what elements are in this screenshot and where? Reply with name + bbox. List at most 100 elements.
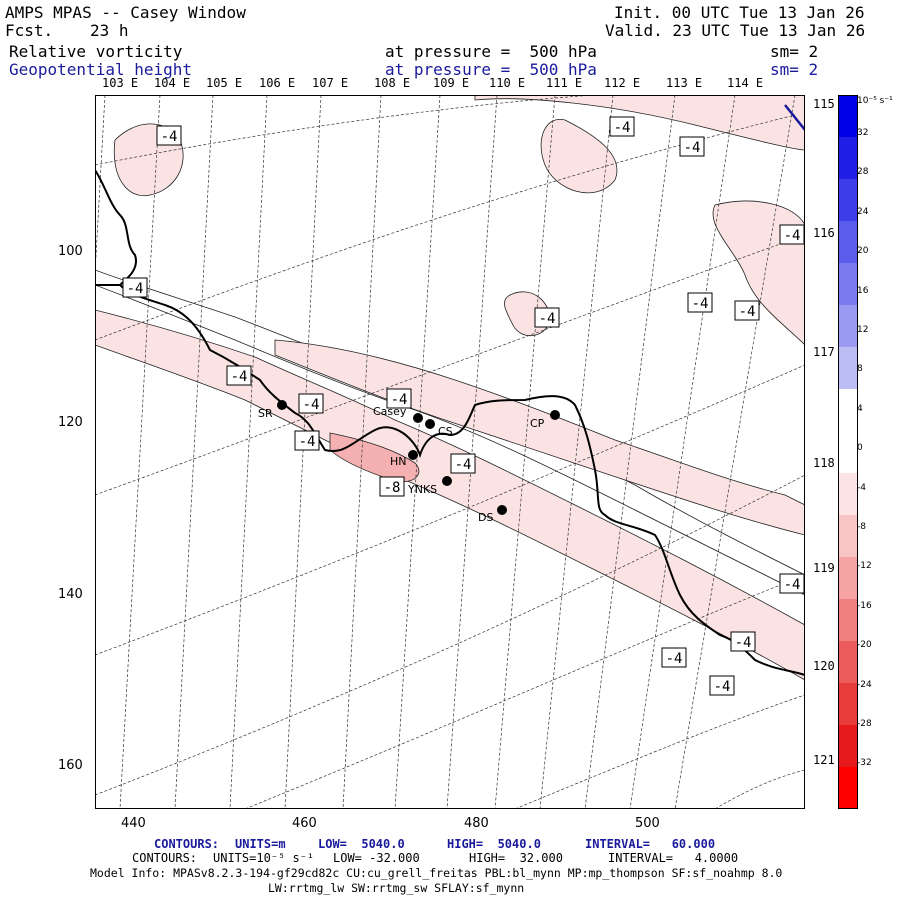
- contour-label: -4: [122, 277, 148, 298]
- init-time: Init. 00 UTC Tue 13 Jan 26: [614, 3, 865, 22]
- contour-label-text: -4: [784, 577, 801, 593]
- station-dot-cp: [550, 410, 560, 420]
- vorticity-patch-ne2: [540, 119, 618, 194]
- x-tick-label: 480: [464, 816, 489, 831]
- contour-label: -4: [534, 307, 560, 328]
- colorbar-tick-label: -24: [857, 679, 872, 690]
- colorbar-tick-label: 24: [857, 206, 869, 217]
- y-tick-label: 160: [58, 758, 83, 773]
- lon-label: 105 E: [206, 76, 243, 90]
- window-title: AMPS MPAS -- Casey Window: [5, 3, 246, 22]
- contour-label: -4: [298, 393, 324, 414]
- y-tick-label: 140: [58, 587, 83, 602]
- lon-label: 109 E: [433, 76, 470, 90]
- colorbar-swatch: [838, 389, 858, 432]
- contour-label-text: -4: [539, 311, 556, 327]
- x-tick-label: 460: [292, 816, 317, 831]
- lon-label: 111 E: [546, 76, 583, 90]
- station-dot-hn: [408, 450, 418, 460]
- field1-sm: sm= 2: [770, 42, 819, 61]
- contour-label: -4: [709, 675, 735, 696]
- contour-label: -4: [661, 647, 687, 668]
- colorbar-swatch: [838, 725, 858, 768]
- map-plot: SR Casey CS CP HN YNKS DS -4-4-4-4-4 -4-4…: [95, 95, 805, 809]
- contour-label: -4: [779, 224, 805, 245]
- station-dot-ynks: [442, 476, 452, 486]
- colorbar-tick-label: 20: [857, 246, 869, 257]
- contour-label-text: -4: [161, 129, 178, 145]
- colorbar-swatch: [838, 515, 858, 558]
- station-dot-ds: [497, 505, 507, 515]
- lon-label: 103 E: [102, 76, 139, 90]
- x-tick-label: 500: [635, 816, 660, 831]
- station-dot-sr: [277, 400, 287, 410]
- contour-label: -8: [379, 476, 405, 497]
- valid-time: Valid. 23 UTC Tue 13 Jan 26: [605, 21, 866, 40]
- lon-label: 104 E: [154, 76, 191, 90]
- colorbar-tick-label: 4: [857, 403, 863, 414]
- field2-sm: sm= 2: [770, 60, 819, 79]
- contour-label-text: -4: [127, 281, 144, 297]
- lon-label: 106 E: [259, 76, 296, 90]
- lon-label: 112 E: [604, 76, 641, 90]
- contour-label-text: -4: [714, 679, 731, 695]
- coastline: [95, 169, 805, 676]
- x-tick-label: 440: [121, 816, 146, 831]
- contour-label: -4: [609, 116, 635, 137]
- colorbar-tick-label: -32: [857, 758, 872, 769]
- contour-label: -4: [294, 430, 320, 451]
- colorbar-swatch: [838, 473, 858, 516]
- colorbar-tick-label: -20: [857, 640, 872, 651]
- lon-label: 113 E: [666, 76, 703, 90]
- lon-label: 108 E: [374, 76, 411, 90]
- colorbar-tick-label: -4: [857, 482, 866, 493]
- station-label-sr: SR: [258, 407, 273, 420]
- field2-name: Geopotential height: [9, 60, 193, 79]
- colorbar-tick-label: -28: [857, 719, 872, 729]
- station-markers: [277, 400, 560, 515]
- colorbar-tick-label: 32: [857, 128, 869, 138]
- contour-label: -4: [730, 631, 756, 652]
- footer-low-1: LOW= 5040.0: [318, 837, 405, 851]
- colorbar-swatch: [838, 347, 858, 390]
- station-dot-cs: [425, 419, 435, 429]
- station-label-cp: CP: [530, 417, 545, 430]
- colorbar-tick-label: 0: [857, 443, 863, 454]
- contour-label-text: -4: [784, 228, 801, 244]
- station-dot-casey: [413, 413, 423, 423]
- colorbar-swatch: [838, 137, 858, 180]
- vorticity-band-main: [95, 309, 805, 681]
- station-label-cs: CS: [438, 425, 453, 438]
- field1-pressure: at pressure = 500 hPa: [385, 42, 597, 61]
- contour-label: -4: [156, 125, 182, 146]
- parallel-lines: [95, 95, 805, 809]
- footer-interval-1: INTERVAL= 60.000: [585, 837, 716, 851]
- fcst-value: 23 h: [90, 21, 129, 40]
- footer-low-2: LOW= -32.000: [333, 851, 420, 865]
- contour-label-text: -4: [692, 296, 709, 312]
- colorbar-swatch: [838, 263, 858, 306]
- colorbar-tick-label: 8: [857, 364, 863, 375]
- contour-label-text: -4: [299, 434, 316, 450]
- colorbar-swatch: [838, 305, 858, 348]
- footer-contours-2: CONTOURS:: [132, 851, 198, 865]
- field1-name: Relative vorticity: [9, 42, 183, 61]
- contour-label: -4: [450, 453, 476, 474]
- colorbar-swatch: [838, 599, 858, 642]
- contour-label: -4: [687, 292, 713, 313]
- colorbar-tick-label: 16: [857, 285, 869, 296]
- model-info-2: LW:rrtmg_lw SW:rrtmg_sw SFLAY:sf_mynn: [268, 881, 525, 895]
- colorbar-tick-label: -8: [857, 522, 866, 532]
- footer-units-1: UNITS=m: [235, 837, 286, 851]
- lon-label: 110 E: [489, 76, 526, 90]
- contour-label-text: -4: [666, 651, 683, 667]
- contour-label: -4: [734, 300, 760, 321]
- colorbar-swatch: [838, 767, 858, 809]
- contour-label-text: -4: [684, 140, 701, 156]
- station-label-ynks: YNKS: [407, 483, 437, 496]
- station-label-ds: DS: [478, 511, 493, 524]
- colorbar-swatch: [838, 557, 858, 600]
- contour-label-text: -4: [735, 635, 752, 651]
- fcst-label: Fcst.: [5, 21, 54, 40]
- contour-label: -4: [679, 136, 705, 157]
